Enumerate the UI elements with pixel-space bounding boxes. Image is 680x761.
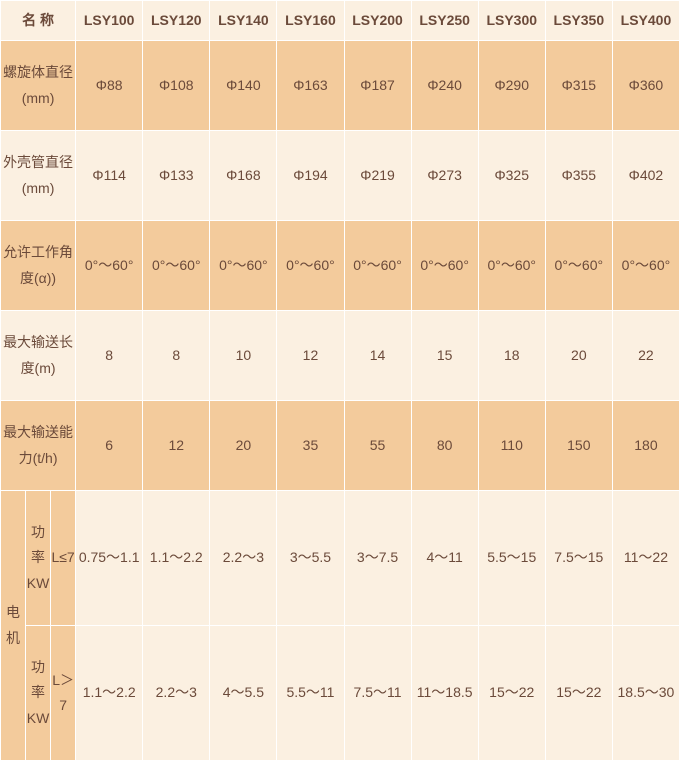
cell: Φ140 <box>210 41 277 131</box>
spec-table: 名 称 LSY100 LSY120 LSY140 LSY160 LSY200 L… <box>0 0 680 761</box>
cell: Φ163 <box>277 41 344 131</box>
motor-sub-label: 功率KW <box>26 491 51 626</box>
row-shell-diameter: 外壳管直径(mm) Φ114 Φ133 Φ168 Φ194 Φ219 Φ273 … <box>1 131 680 221</box>
cell: 15 <box>411 311 478 401</box>
header-model: LSY140 <box>210 1 277 41</box>
header-model: LSY400 <box>612 1 679 41</box>
header-model: LSY160 <box>277 1 344 41</box>
cell: Φ240 <box>411 41 478 131</box>
cell: 3～5.5 <box>277 491 344 626</box>
cell: 8 <box>143 311 210 401</box>
cell: 80 <box>411 401 478 491</box>
cell: 7.5～15 <box>545 491 612 626</box>
cell: 3～7.5 <box>344 491 411 626</box>
row-spiral-diameter: 螺旋体直径(mm) Φ88 Φ108 Φ140 Φ163 Φ187 Φ240 Φ… <box>1 41 680 131</box>
cell: 20 <box>210 401 277 491</box>
cell: 0°～60° <box>545 221 612 311</box>
cell: 0°～60° <box>411 221 478 311</box>
cell: 4～5.5 <box>210 626 277 761</box>
cell: 11～22 <box>612 491 679 626</box>
cell: 0°～60° <box>478 221 545 311</box>
cell: 5.5～15 <box>478 491 545 626</box>
cell: Φ168 <box>210 131 277 221</box>
motor-cond: L＞7 <box>51 626 76 761</box>
cell: Φ194 <box>277 131 344 221</box>
cell: 11～18.5 <box>411 626 478 761</box>
cell: Φ108 <box>143 41 210 131</box>
cell: 0°～60° <box>612 221 679 311</box>
cell: 18.5～30 <box>612 626 679 761</box>
cell: 4～11 <box>411 491 478 626</box>
header-row: 名 称 LSY100 LSY120 LSY140 LSY160 LSY200 L… <box>1 1 680 41</box>
cell: 1.1～2.2 <box>76 626 143 761</box>
header-model: LSY350 <box>545 1 612 41</box>
cell: 1.1～2.2 <box>143 491 210 626</box>
cell: Φ187 <box>344 41 411 131</box>
motor-sub-label: 功率KW <box>26 626 51 761</box>
cell: 10 <box>210 311 277 401</box>
motor-cond: L≤7 <box>51 491 76 626</box>
cell: 22 <box>612 311 679 401</box>
cell: 180 <box>612 401 679 491</box>
cell: 0°～60° <box>344 221 411 311</box>
cell: 0.75～1.1 <box>76 491 143 626</box>
header-model: LSY120 <box>143 1 210 41</box>
cell: 35 <box>277 401 344 491</box>
cell: 55 <box>344 401 411 491</box>
header-model: LSY200 <box>344 1 411 41</box>
cell: 8 <box>76 311 143 401</box>
cell: 0°～60° <box>277 221 344 311</box>
cell: 14 <box>344 311 411 401</box>
cell: Φ325 <box>478 131 545 221</box>
cell: 6 <box>76 401 143 491</box>
cell: 0°～60° <box>76 221 143 311</box>
cell: Φ315 <box>545 41 612 131</box>
header-model: LSY250 <box>411 1 478 41</box>
row-motor-l-gt-7: 功率KW L＞7 1.1～2.2 2.2～3 4～5.5 5.5～11 7.5～… <box>1 626 680 761</box>
cell: Φ402 <box>612 131 679 221</box>
cell: Φ114 <box>76 131 143 221</box>
cell: 2.2～3 <box>143 626 210 761</box>
row-work-angle: 允许工作角度(α)) 0°～60° 0°～60° 0°～60° 0°～60° 0… <box>1 221 680 311</box>
row-label: 允许工作角度(α)) <box>1 221 76 311</box>
cell: Φ133 <box>143 131 210 221</box>
row-label: 最大输送长度(m) <box>1 311 76 401</box>
header-name: 名 称 <box>1 1 76 41</box>
cell: 7.5～11 <box>344 626 411 761</box>
cell: 0°～60° <box>143 221 210 311</box>
cell: 150 <box>545 401 612 491</box>
cell: Φ273 <box>411 131 478 221</box>
header-model: LSY100 <box>76 1 143 41</box>
cell: 18 <box>478 311 545 401</box>
cell: Φ360 <box>612 41 679 131</box>
cell: 12 <box>143 401 210 491</box>
row-motor-l-le-7: 电机 功率KW L≤7 0.75～1.1 1.1～2.2 2.2～3 3～5.5… <box>1 491 680 626</box>
cell: Φ88 <box>76 41 143 131</box>
motor-group-label: 电机 <box>1 491 26 761</box>
cell: Φ355 <box>545 131 612 221</box>
cell: 20 <box>545 311 612 401</box>
row-label: 外壳管直径(mm) <box>1 131 76 221</box>
cell: 5.5～11 <box>277 626 344 761</box>
header-model: LSY300 <box>478 1 545 41</box>
cell: 12 <box>277 311 344 401</box>
cell: Φ290 <box>478 41 545 131</box>
cell: 15～22 <box>545 626 612 761</box>
row-label: 最大输送能力(t/h) <box>1 401 76 491</box>
cell: Φ219 <box>344 131 411 221</box>
cell: 110 <box>478 401 545 491</box>
row-max-length: 最大输送长度(m) 8 8 10 12 14 15 18 20 22 <box>1 311 680 401</box>
cell: 0°～60° <box>210 221 277 311</box>
cell: 2.2～3 <box>210 491 277 626</box>
row-max-capacity: 最大输送能力(t/h) 6 12 20 35 55 80 110 150 180 <box>1 401 680 491</box>
row-label: 螺旋体直径(mm) <box>1 41 76 131</box>
cell: 15～22 <box>478 626 545 761</box>
